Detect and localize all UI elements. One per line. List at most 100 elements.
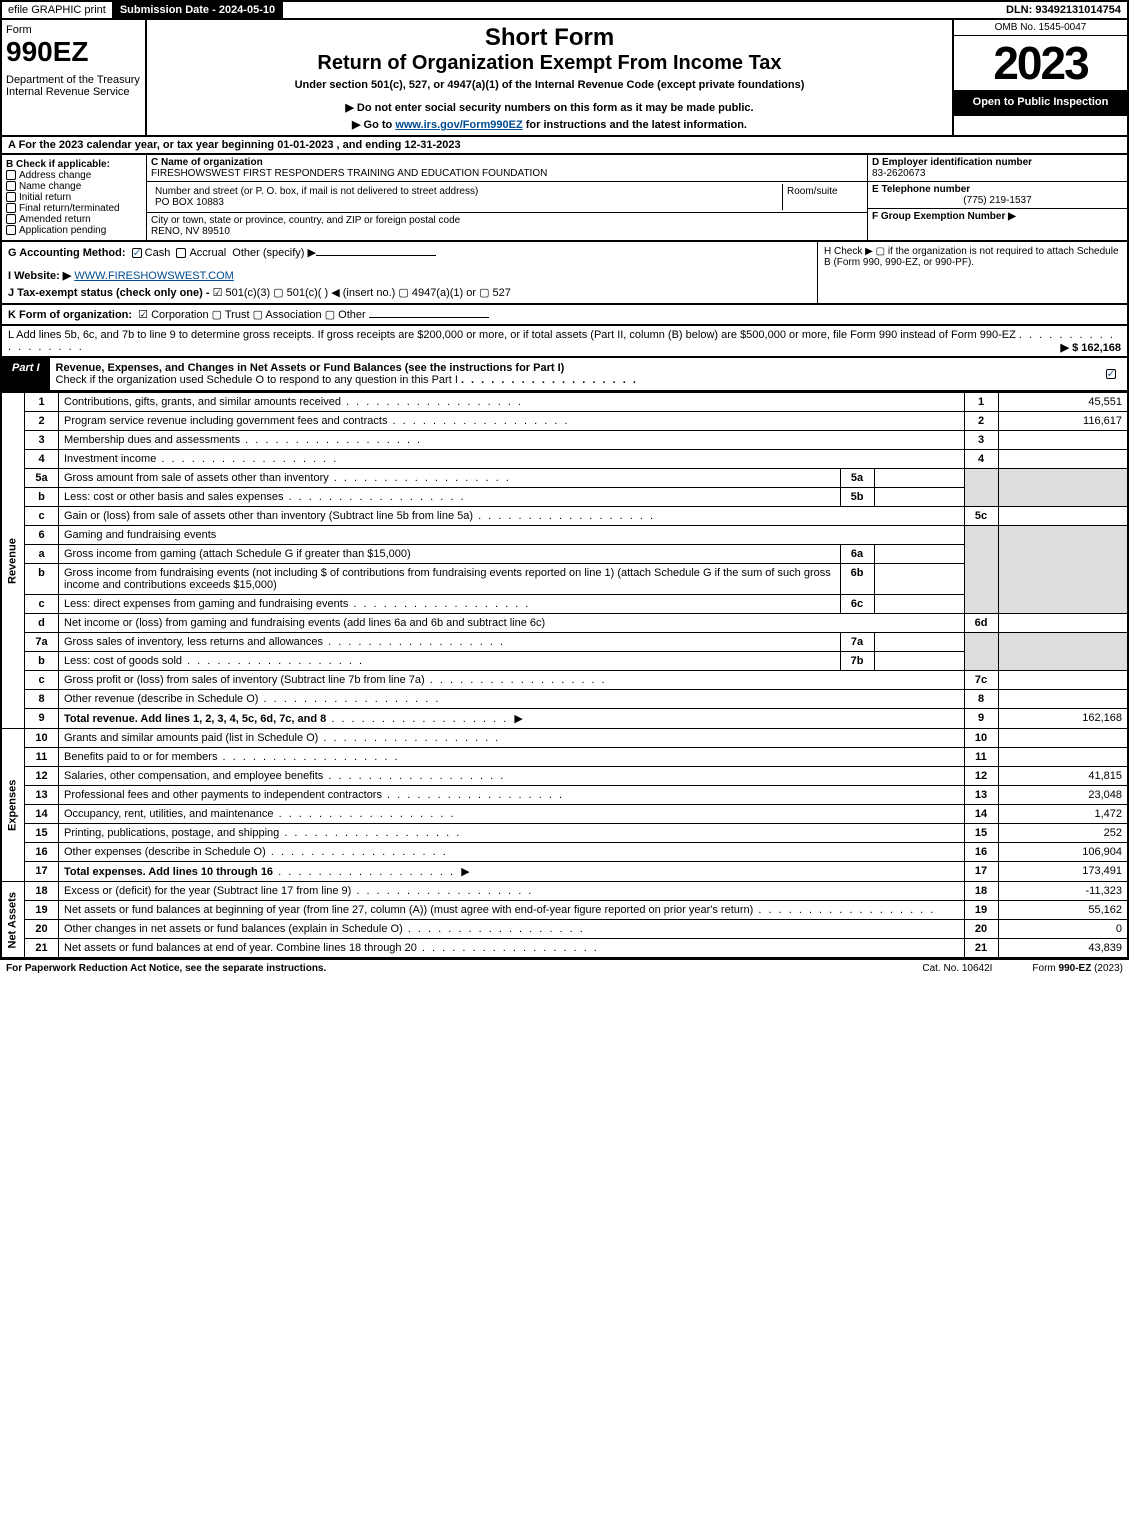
line-16-amt: 106,904 <box>998 843 1128 862</box>
opt-address-change: Address change <box>19 170 91 181</box>
g-row: G Accounting Method: Cash Accrual Other … <box>8 246 811 259</box>
line-5a-sub: 5a <box>840 469 874 488</box>
line-6b-sub: 6b <box>840 564 874 595</box>
line-15-amt: 252 <box>998 824 1128 843</box>
line-1-desc: Contributions, gifts, grants, and simila… <box>64 396 341 408</box>
website-link[interactable]: WWW.FIRESHOWSWEST.COM <box>74 270 233 282</box>
line-6d-desc: Net income or (loss) from gaming and fun… <box>64 617 545 629</box>
line-14-desc: Occupancy, rent, utilities, and maintena… <box>64 808 274 820</box>
dept-treasury: Department of the Treasury <box>6 74 141 86</box>
revenue-side: Revenue <box>1 393 25 729</box>
line-1-amt: 45,551 <box>998 393 1128 412</box>
opt-initial-return: Initial return <box>19 192 71 203</box>
top-bar: efile GRAPHIC print Submission Date - 20… <box>0 0 1129 20</box>
line-5a-desc: Gross amount from sale of assets other t… <box>64 472 329 484</box>
opt-cash: Cash <box>145 247 171 259</box>
ein-value: 83-2620673 <box>872 168 925 179</box>
submission-date: Submission Date - 2024-05-10 <box>114 2 283 18</box>
opt-name-change: Name change <box>19 181 81 192</box>
line-5b-sub: 5b <box>840 488 874 507</box>
l-text: L Add lines 5b, 6c, and 7b to line 9 to … <box>8 329 1016 341</box>
dln: DLN: 93492131014754 <box>1000 2 1127 18</box>
line-14-amt: 1,472 <box>998 805 1128 824</box>
chk-schedule-o[interactable] <box>1106 369 1116 379</box>
irs-link[interactable]: www.irs.gov/Form990EZ <box>395 119 522 131</box>
line-7a-desc: Gross sales of inventory, less returns a… <box>64 636 323 648</box>
line-2-desc: Program service revenue including govern… <box>64 415 387 427</box>
line-4-desc: Investment income <box>64 453 156 465</box>
line-6a-sub: 6a <box>840 545 874 564</box>
line-11-amt <box>998 748 1128 767</box>
section-l: L Add lines 5b, 6c, and 7b to line 9 to … <box>0 326 1129 358</box>
chk-accrual[interactable] <box>176 248 186 258</box>
chk-cash[interactable] <box>132 248 142 258</box>
ssn-warning: ▶ Do not enter social security numbers o… <box>155 101 944 114</box>
phone-value: (775) 219-1537 <box>872 195 1123 206</box>
l-amount: ▶ $ 162,168 <box>1061 341 1121 354</box>
line-7c-amt <box>998 671 1128 690</box>
opt-application-pending: Application pending <box>19 225 106 236</box>
line-18-amt: -11,323 <box>998 882 1128 901</box>
line-7a-sub: 7a <box>840 633 874 652</box>
i-label: I Website: ▶ <box>8 270 71 282</box>
line-9-amt: 162,168 <box>998 709 1128 729</box>
goto-post: for instructions and the latest informat… <box>523 119 747 131</box>
section-b: B Check if applicable: Address change Na… <box>2 155 147 240</box>
i-row: I Website: ▶ WWW.FIRESHOWSWEST.COM <box>8 269 811 282</box>
section-c: C Name of organization FIRESHOWSWEST FIR… <box>147 155 867 240</box>
chk-amended-return[interactable] <box>6 214 16 224</box>
line-17-desc: Total expenses. Add lines 10 through 16 <box>64 866 273 878</box>
f-label: F Group Exemption Number ▶ <box>872 211 1016 222</box>
org-name: FIRESHOWSWEST FIRST RESPONDERS TRAINING … <box>151 168 547 179</box>
k-other-line <box>369 317 489 318</box>
j-label: J Tax-exempt status (check only one) - <box>8 287 213 299</box>
other-specify-line <box>316 255 436 256</box>
line-20-amt: 0 <box>998 920 1128 939</box>
form-word: Form <box>6 24 141 36</box>
chk-application-pending[interactable] <box>6 225 16 235</box>
line-21-amt: 43,839 <box>998 939 1128 959</box>
line-11-desc: Benefits paid to or for members <box>64 751 217 763</box>
line-7c-desc: Gross profit or (loss) from sales of inv… <box>64 674 425 686</box>
part-i-header: Part I Revenue, Expenses, and Changes in… <box>0 358 1129 392</box>
chk-address-change[interactable] <box>6 170 16 180</box>
netassets-side: Net Assets <box>1 882 25 959</box>
subtitle: Under section 501(c), 527, or 4947(a)(1)… <box>155 79 944 91</box>
chk-final-return[interactable] <box>6 203 16 213</box>
footer-mid: Cat. No. 10642I <box>922 963 992 974</box>
h-text: H Check ▶ ▢ if the organization is not r… <box>817 242 1127 303</box>
open-inspection: Open to Public Inspection <box>954 90 1127 116</box>
line-17-amt: 173,491 <box>998 862 1128 882</box>
line-2-amt: 116,617 <box>998 412 1128 431</box>
footer-right: Form 990-EZ (2023) <box>1032 963 1123 974</box>
city-label: City or town, state or province, country… <box>151 215 460 226</box>
line-12-amt: 41,815 <box>998 767 1128 786</box>
line-15-desc: Printing, publications, postage, and shi… <box>64 827 279 839</box>
e-label: E Telephone number <box>872 184 970 195</box>
line-8-amt <box>998 690 1128 709</box>
street-label: Number and street (or P. O. box, if mail… <box>155 186 478 197</box>
goto-pre: ▶ Go to <box>352 119 395 131</box>
footer-left: For Paperwork Reduction Act Notice, see … <box>6 963 326 974</box>
lines-table: Revenue 1Contributions, gifts, grants, a… <box>0 392 1129 959</box>
line-19-desc: Net assets or fund balances at beginning… <box>64 904 753 916</box>
chk-name-change[interactable] <box>6 181 16 191</box>
part-i-check-text: Check if the organization used Schedule … <box>56 374 458 386</box>
line-9-desc: Total revenue. Add lines 1, 2, 3, 4, 5c,… <box>64 713 326 725</box>
line-3-desc: Membership dues and assessments <box>64 434 240 446</box>
omb-number: OMB No. 1545-0047 <box>954 20 1127 36</box>
line-3-amt <box>998 431 1128 450</box>
section-def: D Employer identification number 83-2620… <box>867 155 1127 240</box>
goto-line: ▶ Go to www.irs.gov/Form990EZ for instru… <box>155 118 944 131</box>
street-value: PO BOX 10883 <box>155 197 224 208</box>
line-5c-amt <box>998 507 1128 526</box>
line-4-amt <box>998 450 1128 469</box>
expenses-side: Expenses <box>1 729 25 882</box>
part-i-title-text: Revenue, Expenses, and Changes in Net As… <box>56 362 565 374</box>
chk-initial-return[interactable] <box>6 192 16 202</box>
section-gh: G Accounting Method: Cash Accrual Other … <box>0 242 1129 305</box>
room-suite-label: Room/suite <box>783 184 863 210</box>
part-i-title: Revenue, Expenses, and Changes in Net As… <box>50 358 1097 390</box>
line-10-amt <box>998 729 1128 748</box>
city-value: RENO, NV 89510 <box>151 226 230 237</box>
